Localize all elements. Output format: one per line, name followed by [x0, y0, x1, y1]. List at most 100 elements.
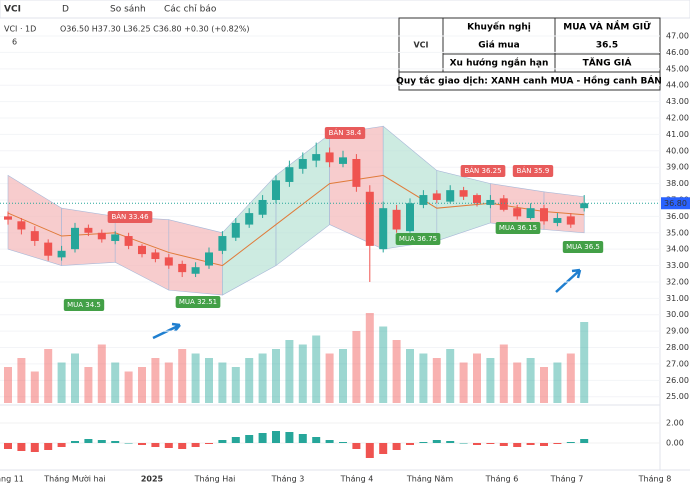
candle-body — [513, 208, 522, 217]
volume-bar — [566, 353, 575, 403]
signal-label: MUA 36.15 — [499, 224, 537, 232]
candle-body — [57, 250, 66, 258]
candle-body — [285, 167, 294, 182]
macd-bar — [245, 435, 254, 443]
compare-button[interactable]: So sánh — [110, 5, 146, 15]
volume-bar — [312, 335, 321, 403]
candle-body — [312, 154, 321, 161]
y-tick-label: 39.00 — [666, 163, 689, 172]
volume-bar — [272, 349, 280, 403]
candle-body — [499, 198, 508, 210]
macd-bar — [352, 443, 361, 449]
signal-label: MUA 34.5 — [67, 301, 101, 309]
volume-bar — [298, 344, 307, 403]
candle-body — [339, 157, 347, 164]
y-tick-label: 33.00 — [666, 261, 689, 270]
candle-body — [218, 236, 227, 251]
volume-bar — [553, 362, 562, 403]
macd-bar — [97, 440, 106, 443]
volume-bar — [71, 353, 79, 403]
candle-body — [406, 203, 414, 232]
candle-body — [298, 158, 307, 169]
y-tick-label: 32.00 — [666, 277, 689, 286]
y-tick-label: 45.00 — [666, 64, 689, 73]
macd-bar — [325, 440, 334, 443]
volume-bar — [57, 362, 66, 403]
macd-bar — [312, 437, 321, 443]
candle-body — [553, 218, 562, 223]
candle-body — [205, 252, 213, 266]
macd-bar — [17, 443, 26, 451]
macd-bar — [4, 443, 12, 449]
macd-bar — [419, 442, 428, 443]
macd-bar — [71, 441, 79, 443]
interval[interactable]: D — [62, 5, 69, 15]
candle-body — [566, 216, 575, 225]
candle-body — [84, 227, 93, 233]
volume-bar — [526, 358, 535, 403]
legend-badge: 6 — [12, 38, 17, 47]
macd-bar — [285, 432, 294, 443]
signal-label: MUA 36.75 — [399, 235, 437, 243]
macd-bar — [124, 443, 133, 444]
macd-bar — [379, 443, 388, 454]
macd-tick-label: 2.00 — [666, 419, 684, 428]
volume-bar — [17, 358, 26, 403]
signal-tag — [395, 233, 441, 245]
candle-body — [178, 263, 187, 273]
macd-bar — [553, 443, 562, 444]
volume-bar — [218, 362, 227, 403]
candle-body — [486, 199, 495, 205]
macd-bar — [191, 443, 200, 447]
y-tick-label: 28.00 — [666, 343, 689, 352]
macd-bar — [513, 443, 522, 447]
volume-bar — [352, 331, 361, 403]
candle-body — [526, 208, 535, 219]
volume-bar — [111, 362, 120, 403]
volume-bar — [30, 371, 39, 403]
signal-tag — [175, 296, 221, 308]
macd-bar — [365, 443, 374, 458]
volume-bar — [191, 353, 200, 403]
indicators-button[interactable]: Các chỉ báo — [164, 4, 217, 15]
volume-bar — [459, 362, 468, 403]
macd-bar — [164, 443, 173, 448]
volume-bar — [432, 358, 441, 403]
macd-bar — [84, 439, 93, 443]
macd-bar — [486, 443, 495, 444]
y-tick-label: 26.00 — [666, 376, 689, 385]
volume-bar — [231, 367, 240, 403]
volume-bar — [392, 340, 401, 403]
macd-bar — [473, 443, 481, 445]
candle-body — [111, 234, 120, 241]
macd-bar — [566, 442, 575, 443]
x-tick-label: Tháng 6 — [485, 475, 519, 484]
macd-bar — [406, 443, 414, 445]
candle-body — [71, 227, 79, 250]
y-tick-label: 34.00 — [666, 245, 689, 254]
candle-body — [325, 152, 334, 163]
table-cell: TĂNG GIÁ — [583, 57, 632, 69]
macd-bar — [272, 431, 280, 443]
y-tick-label: 43.00 — [666, 97, 689, 106]
macd-bar — [526, 443, 535, 445]
macd-bar — [499, 443, 508, 446]
volume-bar — [406, 349, 414, 403]
y-tick-label: 29.00 — [666, 327, 689, 336]
macd-bar — [231, 437, 240, 443]
macd-bar — [218, 440, 227, 443]
volume-bar — [205, 358, 213, 403]
x-tick-label: Tháng Hai — [194, 475, 236, 484]
price-tag-label: 36.80 — [664, 199, 687, 208]
macd-bar — [298, 434, 307, 443]
x-tick-label: Tháng 4 — [340, 475, 374, 484]
legend-title: VCI · 1D — [4, 25, 36, 34]
volume-bar — [4, 367, 12, 403]
y-tick-label: 30.00 — [666, 310, 689, 319]
volume-bar — [473, 353, 481, 403]
symbol[interactable]: VCI — [4, 5, 21, 15]
volume-bar — [151, 358, 160, 403]
macd-bar — [446, 441, 455, 443]
x-tick-label: Tháng 3 — [271, 475, 305, 484]
